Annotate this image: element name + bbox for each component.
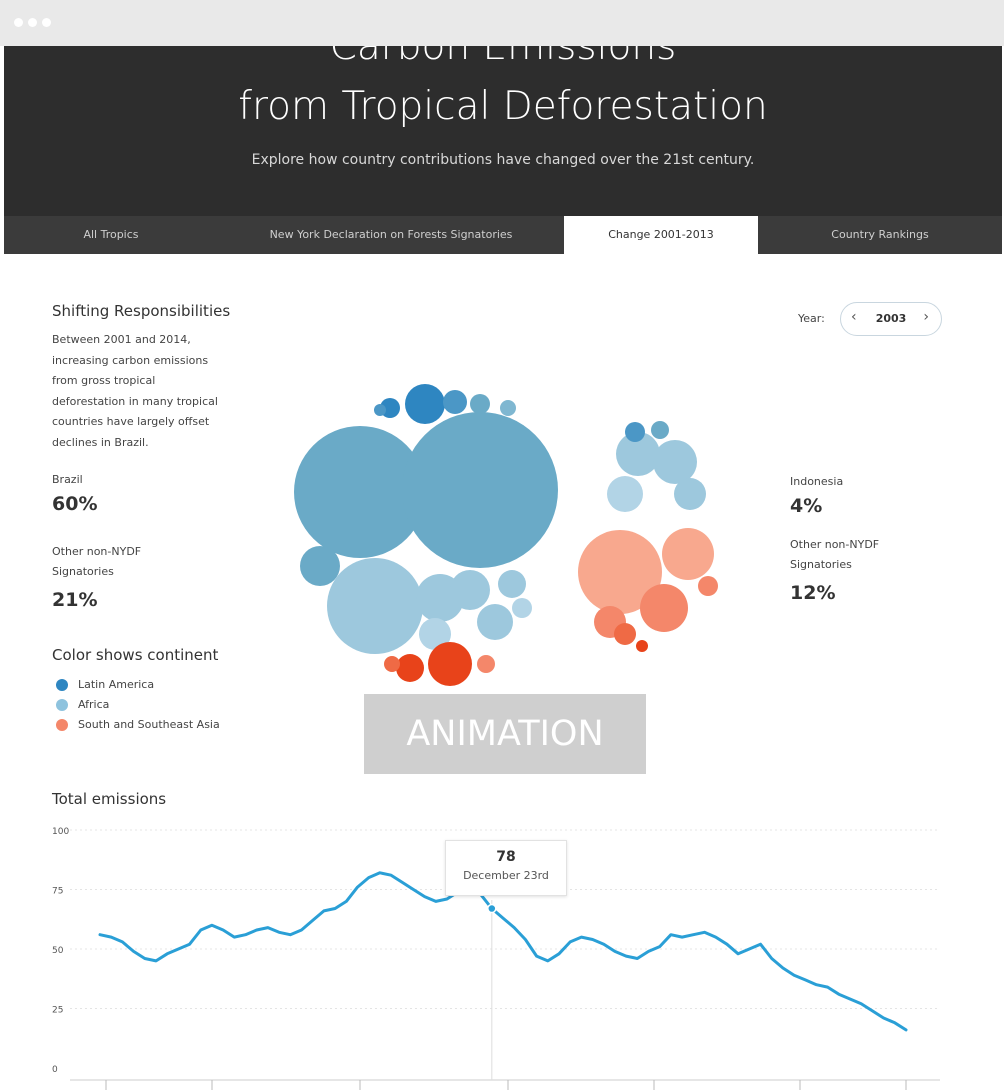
y-tick-label: 25 [52,1006,63,1016]
chart-x-ticks [105,1080,907,1090]
bubble[interactable] [327,558,423,654]
bubble[interactable] [500,400,516,416]
y-tick-label: 75 [52,887,63,897]
window-dot-icon[interactable] [42,18,51,27]
bubble[interactable] [607,476,643,512]
window-dot-icon[interactable] [28,18,37,27]
bubble[interactable] [477,655,495,673]
bubble[interactable] [384,656,400,672]
description-line: increasing carbon emissions [52,353,209,367]
bubble[interactable] [662,528,714,580]
bubble[interactable] [636,640,648,652]
bubble[interactable] [374,404,386,416]
description-line: Between 2001 and 2014, [52,333,191,346]
bubble[interactable] [477,604,513,640]
y-tick-label: 100 [52,827,69,837]
africa-bubbles [327,558,532,654]
asia-bubbles-left [384,642,495,686]
chart-tooltip: 78 December 23rd [445,840,567,896]
bubble[interactable] [419,618,451,650]
stat-value-other-signatories-right: 12% [790,582,836,604]
y-tick-label: 0 [52,1065,58,1075]
legend-dot-africa [56,699,68,711]
legend-dot-latin-america [56,679,68,691]
bubble[interactable] [698,576,718,596]
right-cluster-bubbles [578,421,718,652]
chevron-left-icon[interactable]: ‹ [851,309,857,325]
page-subtitle: Explore how country contributions have c… [251,152,755,168]
legend-label-asia: South and Southeast Asia [78,718,220,731]
bubble[interactable] [651,421,669,439]
tab-change-2001-2013[interactable]: Change 2001-2013 [564,216,758,254]
animation-placeholder: ANIMATION [364,694,646,774]
bubble[interactable] [405,384,445,424]
legend-dot-asia [56,719,68,731]
bubble[interactable] [616,432,660,476]
page-title-line-2: from Tropical Deforestation [238,84,768,129]
page-header: Carbon Emissions from Tropical Deforesta… [4,46,1002,216]
bubble[interactable] [614,623,636,645]
stat-label-line: Other non-NYDF [52,545,142,558]
bubble[interactable] [443,390,467,414]
tab-all-tropics[interactable]: All Tropics [83,228,139,241]
stat-value-other-signatories: 21% [52,589,98,611]
stat-label-line: Signatories [52,565,114,578]
bubble[interactable] [653,440,697,484]
description-line: from gross tropical [52,374,156,387]
y-tick-label: 50 [52,946,64,956]
bubble-cluster [294,384,718,686]
bubble[interactable] [396,654,424,682]
description-line: declines in Brazil. [52,435,149,449]
section-description: Between 2001 and 2014, increasing carbon… [52,330,218,453]
bubble[interactable] [625,422,645,442]
stat-value-brazil: 60% [52,493,98,515]
bubble[interactable] [674,478,706,510]
stat-label-line: Signatories [790,558,852,571]
tooltip-value: 78 [496,849,516,865]
stat-value-indonesia: 4% [790,495,823,517]
bubble[interactable] [640,584,688,632]
section-heading: Shifting Responsibilities [52,302,231,320]
bubble[interactable] [512,598,532,618]
page-title-line-1: Carbon Emissions [329,46,677,69]
year-label: Year: [798,312,825,325]
bubble[interactable] [428,642,472,686]
description-line: countries have largely offset [52,415,210,428]
latin-america-bubbles [294,384,558,586]
year-stepper[interactable]: ‹ 2003 › [840,302,942,336]
bubble[interactable] [578,530,662,614]
window-dot-icon[interactable] [14,18,23,27]
legend-label-africa: Africa [78,698,110,711]
chevron-right-icon[interactable]: › [923,309,929,325]
emissions-series-line [98,871,908,1032]
tooltip-date: December 23rd [463,869,549,882]
chart-title: Total emissions [52,790,167,808]
tab-bar: All Tropics New York Declaration on Fore… [4,216,1002,254]
description-line: deforestation in many tropical [52,394,218,408]
stat-label-other-signatories-right: Other non-NYDF Signatories [790,535,879,575]
stat-label-other-signatories: Other non-NYDF Signatories [52,542,141,582]
hover-data-point[interactable] [487,903,497,914]
stat-label-indonesia: Indonesia [790,475,844,488]
total-emissions-chart: 0 25 50 75 100 [52,827,940,1090]
legend-title: Color shows continent [52,646,219,664]
stat-label-line: Other non-NYDF [790,538,880,551]
tab-country-rankings[interactable]: Country Rankings [831,228,929,241]
bubble[interactable] [300,546,340,586]
browser-title-bar [0,0,1004,46]
bubble[interactable] [402,412,558,568]
bubble[interactable] [450,570,490,610]
year-value: 2003 [875,312,907,325]
chart-y-ticks: 0 25 50 75 100 [52,827,69,1075]
stat-label-brazil: Brazil [52,473,83,486]
bubble[interactable] [294,426,426,558]
bubble[interactable] [498,570,526,598]
tab-nydf-signatories[interactable]: New York Declaration on Forests Signator… [269,228,513,241]
bubble[interactable] [470,394,490,414]
legend-label-latin-america: Latin America [78,678,155,691]
